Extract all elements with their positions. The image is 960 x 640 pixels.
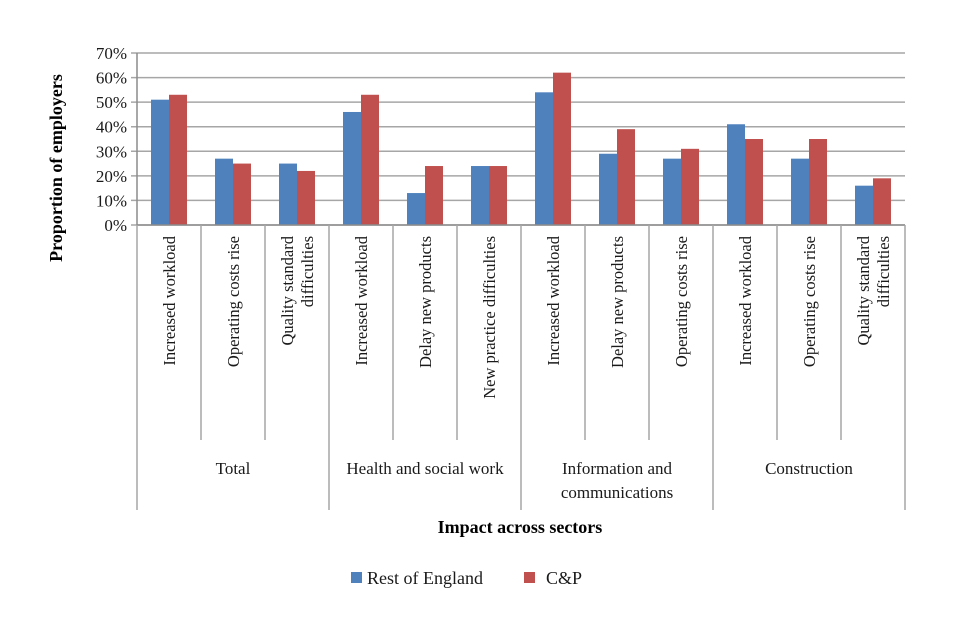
group-label: Health and social work [346,459,504,478]
bar-c-and-p [425,166,443,225]
legend-swatch-c-and-p [524,572,535,583]
group-label: Total [216,459,251,478]
category-label: Delay new products [608,236,627,368]
y-tick-label: 0% [104,216,127,235]
group-label: Construction [765,459,853,478]
bar-c-and-p [489,166,507,225]
y-tick-label: 30% [96,142,127,161]
bar-rest-of-england [279,163,297,225]
gridlines [131,52,905,226]
bar-rest-of-england [471,166,489,225]
bar-rest-of-england [343,111,361,225]
y-axis-ticks: 0% 10% 20% 30% 40% 50% 60% 70% [96,44,127,235]
legend-label-rest-of-england: Rest of England [367,568,483,588]
bar-c-and-p [233,163,251,225]
category-label: New practice difficulties [480,236,499,399]
legend-swatch-rest-of-england [351,572,362,583]
category-label: Increased workload [544,235,563,365]
bar-rest-of-england [151,99,169,225]
category-label: Quality standard [278,235,297,345]
category-label: Increased workload [736,235,755,365]
bar-c-and-p [361,94,379,226]
category-label: Increased workload [160,235,179,365]
category-label: difficulties [298,236,317,307]
bar-rest-of-england [727,124,745,225]
y-axis-title: Proportion of employers [46,74,66,262]
legend-label-c-and-p: C&P [546,568,582,588]
category-label: Delay new products [416,236,435,368]
bar-c-and-p [873,178,891,225]
bar-c-and-p [681,148,699,225]
group-label: Information and [562,459,672,478]
bar-rest-of-england [663,158,681,225]
x-axis: Increased workload Operating costs rise Qu… [136,224,906,510]
category-label: difficulties [874,236,893,307]
bar-c-and-p [297,170,315,225]
category-label: Operating costs rise [800,236,819,367]
bar-rest-of-england [535,92,553,225]
bar-rest-of-england [855,185,873,225]
bar-c-and-p [617,129,635,225]
x-axis-title: Impact across sectors [438,517,603,537]
bar-rest-of-england [599,153,617,225]
bars [151,72,891,226]
bar-c-and-p [553,72,571,226]
y-tick-label: 50% [96,93,127,112]
bar-rest-of-england [791,158,809,225]
y-tick-label: 10% [96,191,127,210]
y-tick-label: 70% [96,44,127,63]
y-tick-label: 60% [96,69,127,88]
category-label: Increased workload [352,235,371,365]
group-label: communications [561,483,673,502]
bar-c-and-p [169,94,187,226]
bar-c-and-p [809,139,827,225]
bar-rest-of-england [215,158,233,225]
category-label: Operating costs rise [224,236,243,367]
category-label: Quality standard [854,235,873,345]
legend: Rest of England C&P [351,568,582,588]
category-label: Operating costs rise [672,236,691,367]
bar-rest-of-england [407,193,425,225]
y-tick-label: 40% [96,118,127,137]
bar-c-and-p [745,139,763,225]
y-tick-label: 20% [96,167,127,186]
